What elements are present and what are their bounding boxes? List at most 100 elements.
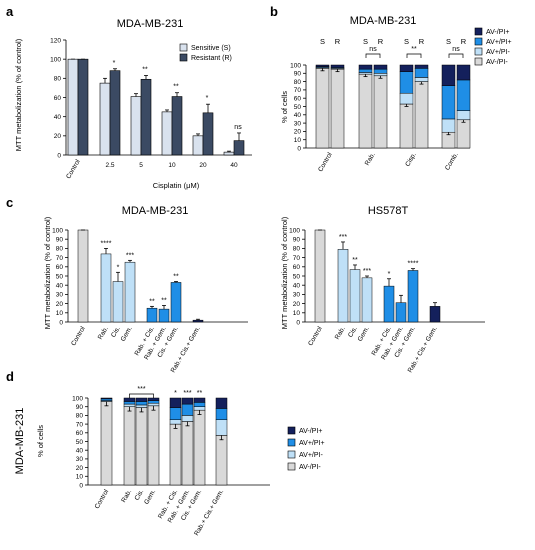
chart-d-legend-swatch [287, 462, 296, 471]
chart-c2-y-tick-label: 10 [293, 310, 301, 317]
chart-c1-title: MDA-MB-231 [122, 205, 189, 217]
chart-c2-bar [395, 302, 407, 323]
chart-b-bracket-label: ** [411, 46, 417, 53]
chart-d-bracket-label: *** [137, 386, 145, 393]
chart-d-legend-swatch [287, 450, 296, 459]
chart-a-x-tick-label: 5 [139, 162, 143, 169]
chart-a-bar [233, 140, 245, 156]
chart-a-x-tick-label: Control [65, 158, 82, 180]
chart-b-sub-label: S [320, 37, 325, 46]
chart-b-bar-segment [315, 68, 330, 149]
chart-c1-x-tick-label: Control [70, 325, 87, 347]
chart-b-bracket [448, 53, 464, 58]
chart-c1-significance: ** [161, 297, 167, 304]
chart-b-bar-segment [441, 64, 456, 86]
chart-c2-y-tick-label: 100 [289, 227, 300, 234]
chart-d-bar-segment [100, 401, 113, 486]
chart-b-legend-swatch [474, 37, 483, 46]
chart-d-ylabel: % of cells [36, 425, 45, 457]
chart-c1-ylabel: MTT metabolization (% of control) [43, 216, 52, 329]
chart-b-ylabel: % of cells [280, 91, 289, 123]
chart-b-legend-swatch [474, 47, 483, 56]
panel-letter-a: a [6, 4, 14, 19]
chart-b-bar-segment [441, 118, 456, 133]
chart-c1-bar [77, 229, 89, 323]
chart-a-title: MDA-MB-231 [117, 18, 184, 30]
chart-c2-y-tick-label: 80 [293, 246, 301, 253]
chart-d-bar-segment [147, 402, 160, 407]
chart-a-significance: * [113, 60, 116, 67]
chart-a-bar [202, 112, 214, 156]
chart-b-y-tick-label: 40 [294, 112, 302, 119]
chart-a-legend-swatch [179, 53, 188, 62]
chart-d-bar-segment [215, 435, 228, 486]
chart-a-bar [223, 151, 235, 156]
chart-d-x-tick-label: Gem. [143, 488, 157, 505]
chart-d-x-tick-label: Control [94, 488, 111, 510]
chart-d-y-tick-label: 10 [76, 474, 84, 481]
chart-b-title: MDA-MB-231 [350, 15, 417, 27]
chart-a-bar [109, 70, 121, 156]
chart-b-legend-label: AV-/PI- [486, 59, 508, 66]
chart-a-bar [171, 96, 183, 156]
chart-a-legend-label: Resistant (R) [191, 55, 232, 62]
chart-c1-significance: * [117, 264, 120, 271]
chart-b-y-tick-label: 50 [294, 104, 302, 111]
chart-d-y-tick-label: 80 [76, 413, 84, 420]
chart-b-bar-segment [330, 68, 345, 149]
chart-d-bar-segment [169, 397, 182, 408]
chart-b-bar-segment [358, 68, 373, 73]
chart-c1-y-tick-label: 20 [56, 301, 64, 308]
chart-d-y-tick-label: 50 [76, 439, 84, 446]
chart-d-bar-segment [215, 408, 228, 421]
chart-b-sub-label: S [363, 37, 368, 46]
chart-c1-y-tick-label: 10 [56, 310, 64, 317]
chart-c2-y-tick-label: 0 [296, 319, 300, 326]
chart-b-bar-segment [330, 64, 345, 68]
chart-b-y-tick-label: 70 [294, 87, 302, 94]
chart-d-bar-segment [100, 398, 113, 401]
panel-letter-b: b [270, 4, 278, 19]
chart-a-y-tick-label: 120 [50, 37, 61, 44]
chart-c2-ylabel: MTT metabolization (% of control) [280, 216, 289, 329]
chart-c2-title: HS578T [368, 205, 409, 217]
chart-b-bar-segment [414, 68, 429, 78]
chart-c1-bar [124, 261, 136, 323]
chart-b-y-tick-label: 60 [294, 96, 302, 103]
chart-a-bar [161, 111, 173, 156]
chart-d-bar-segment [135, 401, 148, 406]
chart-d-legend-label: AV-/PI+ [299, 428, 322, 435]
chart-d-legend-label: AV-/PI- [299, 464, 321, 471]
chart-c2-bar [349, 269, 361, 323]
chart-a-x-tick-label: 10 [168, 162, 176, 169]
panel-letter-d: d [6, 369, 14, 384]
chart-b-x-tick-label: Cisp. [404, 151, 418, 167]
chart-b-bracket-label: ns [452, 46, 460, 53]
chart-b-bracket-label: ns [369, 46, 377, 53]
chart-d-y-tick-label: 70 [76, 421, 84, 428]
chart-d-bar-segment [135, 407, 148, 486]
chart-b-bracket [365, 53, 381, 58]
chart-a-bar [67, 58, 79, 156]
chart-b-bar-segment [456, 119, 471, 149]
chart-a-bar [130, 96, 142, 156]
chart-c1-bar [158, 308, 170, 323]
chart-b-sub-label: R [419, 37, 425, 46]
chart-b-y-tick-label: 0 [297, 145, 301, 152]
chart-d-bar-segment [123, 403, 136, 407]
chart-d-y-tick-label: 30 [76, 456, 84, 463]
chart-d-significance: ** [197, 390, 203, 397]
chart-d-significance: *** [183, 390, 191, 397]
chart-b-bar-segment [373, 75, 388, 149]
chart-c1-bar [170, 282, 182, 323]
chart-b-x-tick-label: Comb. [444, 151, 460, 171]
chart-c1-bar [192, 319, 204, 323]
chart-c2-y-tick-label: 70 [293, 255, 301, 262]
chart-d-bar-segment [193, 406, 206, 411]
chart-b-bar-segment [456, 110, 471, 121]
chart-c2-x-tick-label: Control [307, 325, 324, 347]
panel-letter-c: c [6, 195, 13, 210]
chart-b-bar-segment [414, 64, 429, 69]
chart-c1-y-tick-label: 80 [56, 246, 64, 253]
chart-b-bar-segment [414, 77, 429, 82]
